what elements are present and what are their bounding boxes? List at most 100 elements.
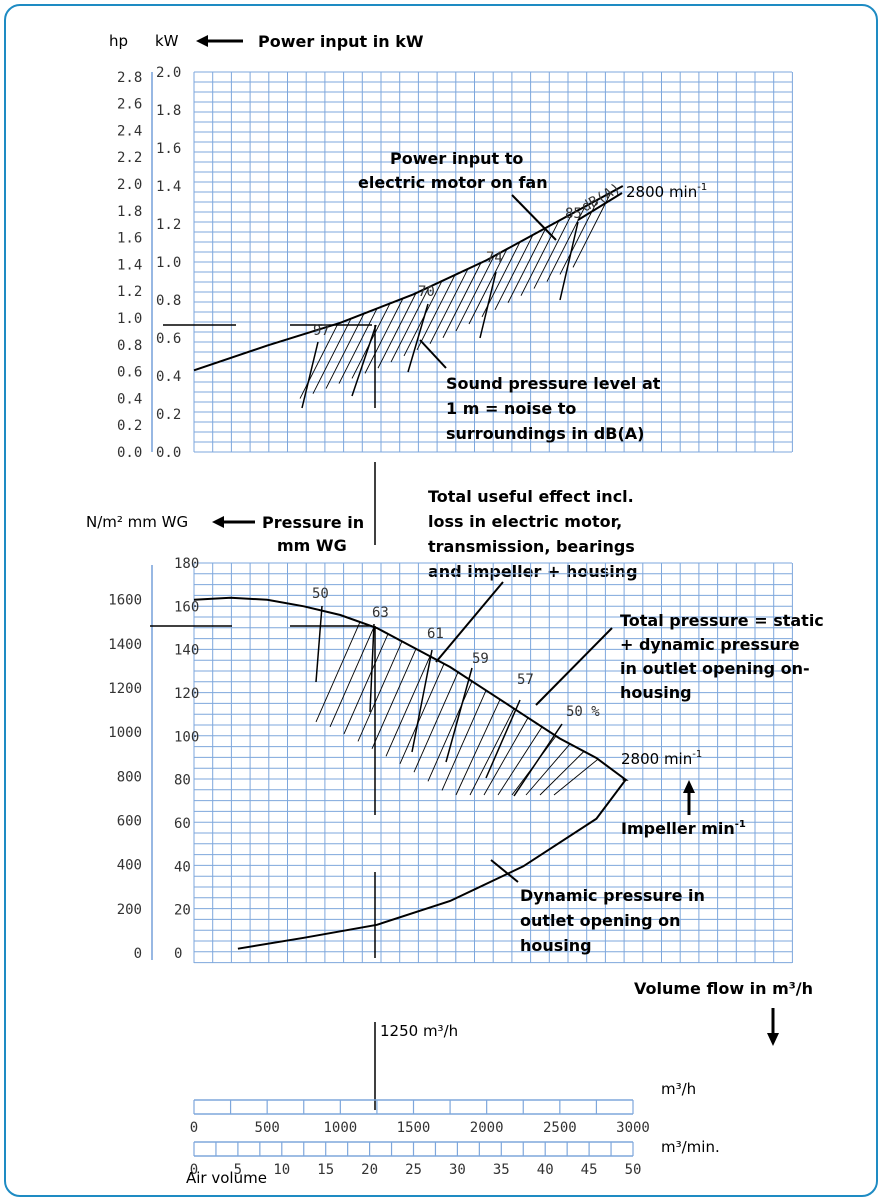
power-hatch-line: [416, 274, 456, 351]
power-hatch-line: [377, 292, 417, 369]
m3h-unit-label: m³/h: [661, 1080, 696, 1098]
sound-annot-leader: [419, 339, 447, 369]
pressure-title-2: mm WG: [277, 536, 347, 555]
sound-label-unit: dB(A): [579, 181, 624, 216]
hp-tick-label: 1.4: [117, 257, 142, 273]
m3min-unit-label: m³/min.: [661, 1138, 720, 1156]
volume-flow-arrow: [767, 1008, 779, 1046]
sound-label: 74: [486, 250, 503, 266]
dynamic-annot-3: housing: [520, 936, 592, 955]
nm2-tick-label: 1000: [108, 725, 142, 741]
hp-tick-label: 0.4: [117, 391, 142, 407]
power-curve: [193, 185, 624, 372]
scale-tick-label: 0: [190, 1120, 198, 1136]
mmwg-tick-label: 140: [174, 643, 199, 659]
total-annot-4: housing: [620, 683, 692, 702]
hp-tick-label: 0.6: [117, 365, 142, 381]
pressure-hatch-line: [399, 663, 445, 764]
power-hatch-line: [455, 255, 495, 332]
sound-annot-1: Sound pressure level at: [446, 374, 661, 393]
scale-tick-label: 35: [493, 1162, 510, 1178]
efficiency-label: 50: [312, 586, 329, 602]
sound-label: 70: [418, 284, 435, 300]
impeller-label: Impeller min-1: [621, 819, 746, 838]
power-hatch-line: [494, 234, 534, 311]
hp-tick-label: 2.8: [117, 70, 142, 86]
chart-frame: [4, 4, 878, 1197]
power-hatch-line: [572, 192, 612, 268]
pressure-speed-sup: -1: [692, 749, 702, 760]
pressure-hatch-line: [525, 743, 571, 796]
pressure-hatch-line: [553, 758, 599, 796]
dynamic-annot-2: outlet opening on: [520, 911, 681, 930]
power-hatch-line: [338, 308, 378, 384]
power-hatch-line: [299, 323, 339, 399]
pressure-speed-label: 2800 min-1: [621, 749, 702, 768]
sound-label: 97: [313, 323, 330, 339]
sound-isoline: [351, 324, 377, 397]
scale-tick-label: 5: [234, 1162, 242, 1178]
efficiency-label: 50 %: [566, 704, 600, 720]
pressure-hatch-line: [315, 621, 361, 723]
nm2-tick-label: 400: [117, 858, 142, 874]
pressure-hatch-line: [441, 690, 487, 791]
pressure-hatch-line: [413, 671, 459, 773]
hp-tick-label: 1.6: [117, 231, 142, 247]
sound-label: 85: [565, 206, 582, 222]
air-volume-label: Air volume: [186, 1169, 267, 1187]
mmwg-tick-label: 20: [174, 903, 191, 919]
power-speed-sup: -1: [697, 182, 707, 193]
power-speed-label: 2800 min-1: [626, 182, 707, 201]
hp-tick-label: 2.4: [117, 123, 142, 139]
scale-tick-label: 0: [190, 1162, 198, 1178]
efficiency-isoline: [411, 649, 433, 753]
sound-isoline: [479, 271, 497, 339]
impeller-arrow: [683, 780, 695, 815]
pressure-hatch-line: [469, 708, 515, 796]
hp-tick-label: 2.0: [117, 177, 142, 193]
kw-tick-label: 2.0: [156, 65, 181, 81]
hp-tick-label: 0.0: [117, 445, 142, 461]
efficiency-label: 57: [517, 672, 534, 688]
power-hatch-line: [390, 286, 430, 363]
sound-isoline: [301, 341, 319, 409]
nm2-tick-label: 0: [134, 946, 142, 962]
mmwg-tick-label: 0: [174, 946, 182, 962]
scale-tick-label: 1000: [323, 1120, 357, 1136]
power-sound-isolines: [301, 221, 579, 409]
total-annot-1: Total pressure = static: [620, 611, 824, 630]
power-hatch-line: [325, 313, 365, 389]
efficiency-label: 59: [472, 651, 489, 667]
mmwg-tick-label: 100: [174, 729, 199, 745]
pressure-hatch-line: [343, 633, 389, 735]
power-title: Power input in kW: [258, 32, 424, 51]
efficiency-labels: 50 63 61 59 57 50 %: [312, 586, 600, 720]
operating-point-label: 1250 m³/h: [380, 1022, 458, 1040]
kw-tick-label: 1.6: [156, 141, 181, 157]
scale-tick-label: 25: [405, 1162, 422, 1178]
kw-tick-label: 0.4: [156, 369, 181, 385]
power-speed-leader: [577, 192, 623, 221]
efficiency-isoline: [445, 667, 473, 763]
scale-tick-label: 3000: [616, 1120, 650, 1136]
scale-m3min: 0 5 10 15 20 25 30 35 40 45 50: [190, 1141, 641, 1178]
scale-m3h: 0 500 1000 1500 2000 2500 3000: [190, 1099, 650, 1136]
impeller-sup: -1: [735, 819, 746, 830]
efficiency-isoline: [513, 723, 563, 797]
kw-tick-label: 0.6: [156, 331, 181, 347]
kw-unit-label: kW: [155, 32, 179, 50]
power-annot-leader: [511, 194, 557, 241]
kw-tick-label: 0.2: [156, 407, 181, 423]
sound-annot-3: surroundings in dB(A): [446, 424, 644, 443]
power-tick-labels: 2.8 2.6 2.4 2.2 2.0 1.8 1.6 1.4 1.2 1.0 0.8 0.6 0.4 0…: [117, 65, 181, 461]
sound-isoline: [407, 303, 429, 373]
pressure-hatch-line: [427, 681, 473, 782]
efficiency-isoline: [485, 699, 521, 779]
efficiency-isoline: [369, 623, 375, 713]
kw-tick-label: 0.0: [156, 445, 181, 461]
pressure-title-arrow: [212, 516, 255, 528]
pressure-title-1: Pressure in: [262, 513, 364, 532]
efficiency-isolines: [315, 605, 563, 797]
power-grid: [151, 71, 793, 453]
total-annot-3: in outlet opening on-: [620, 659, 810, 678]
